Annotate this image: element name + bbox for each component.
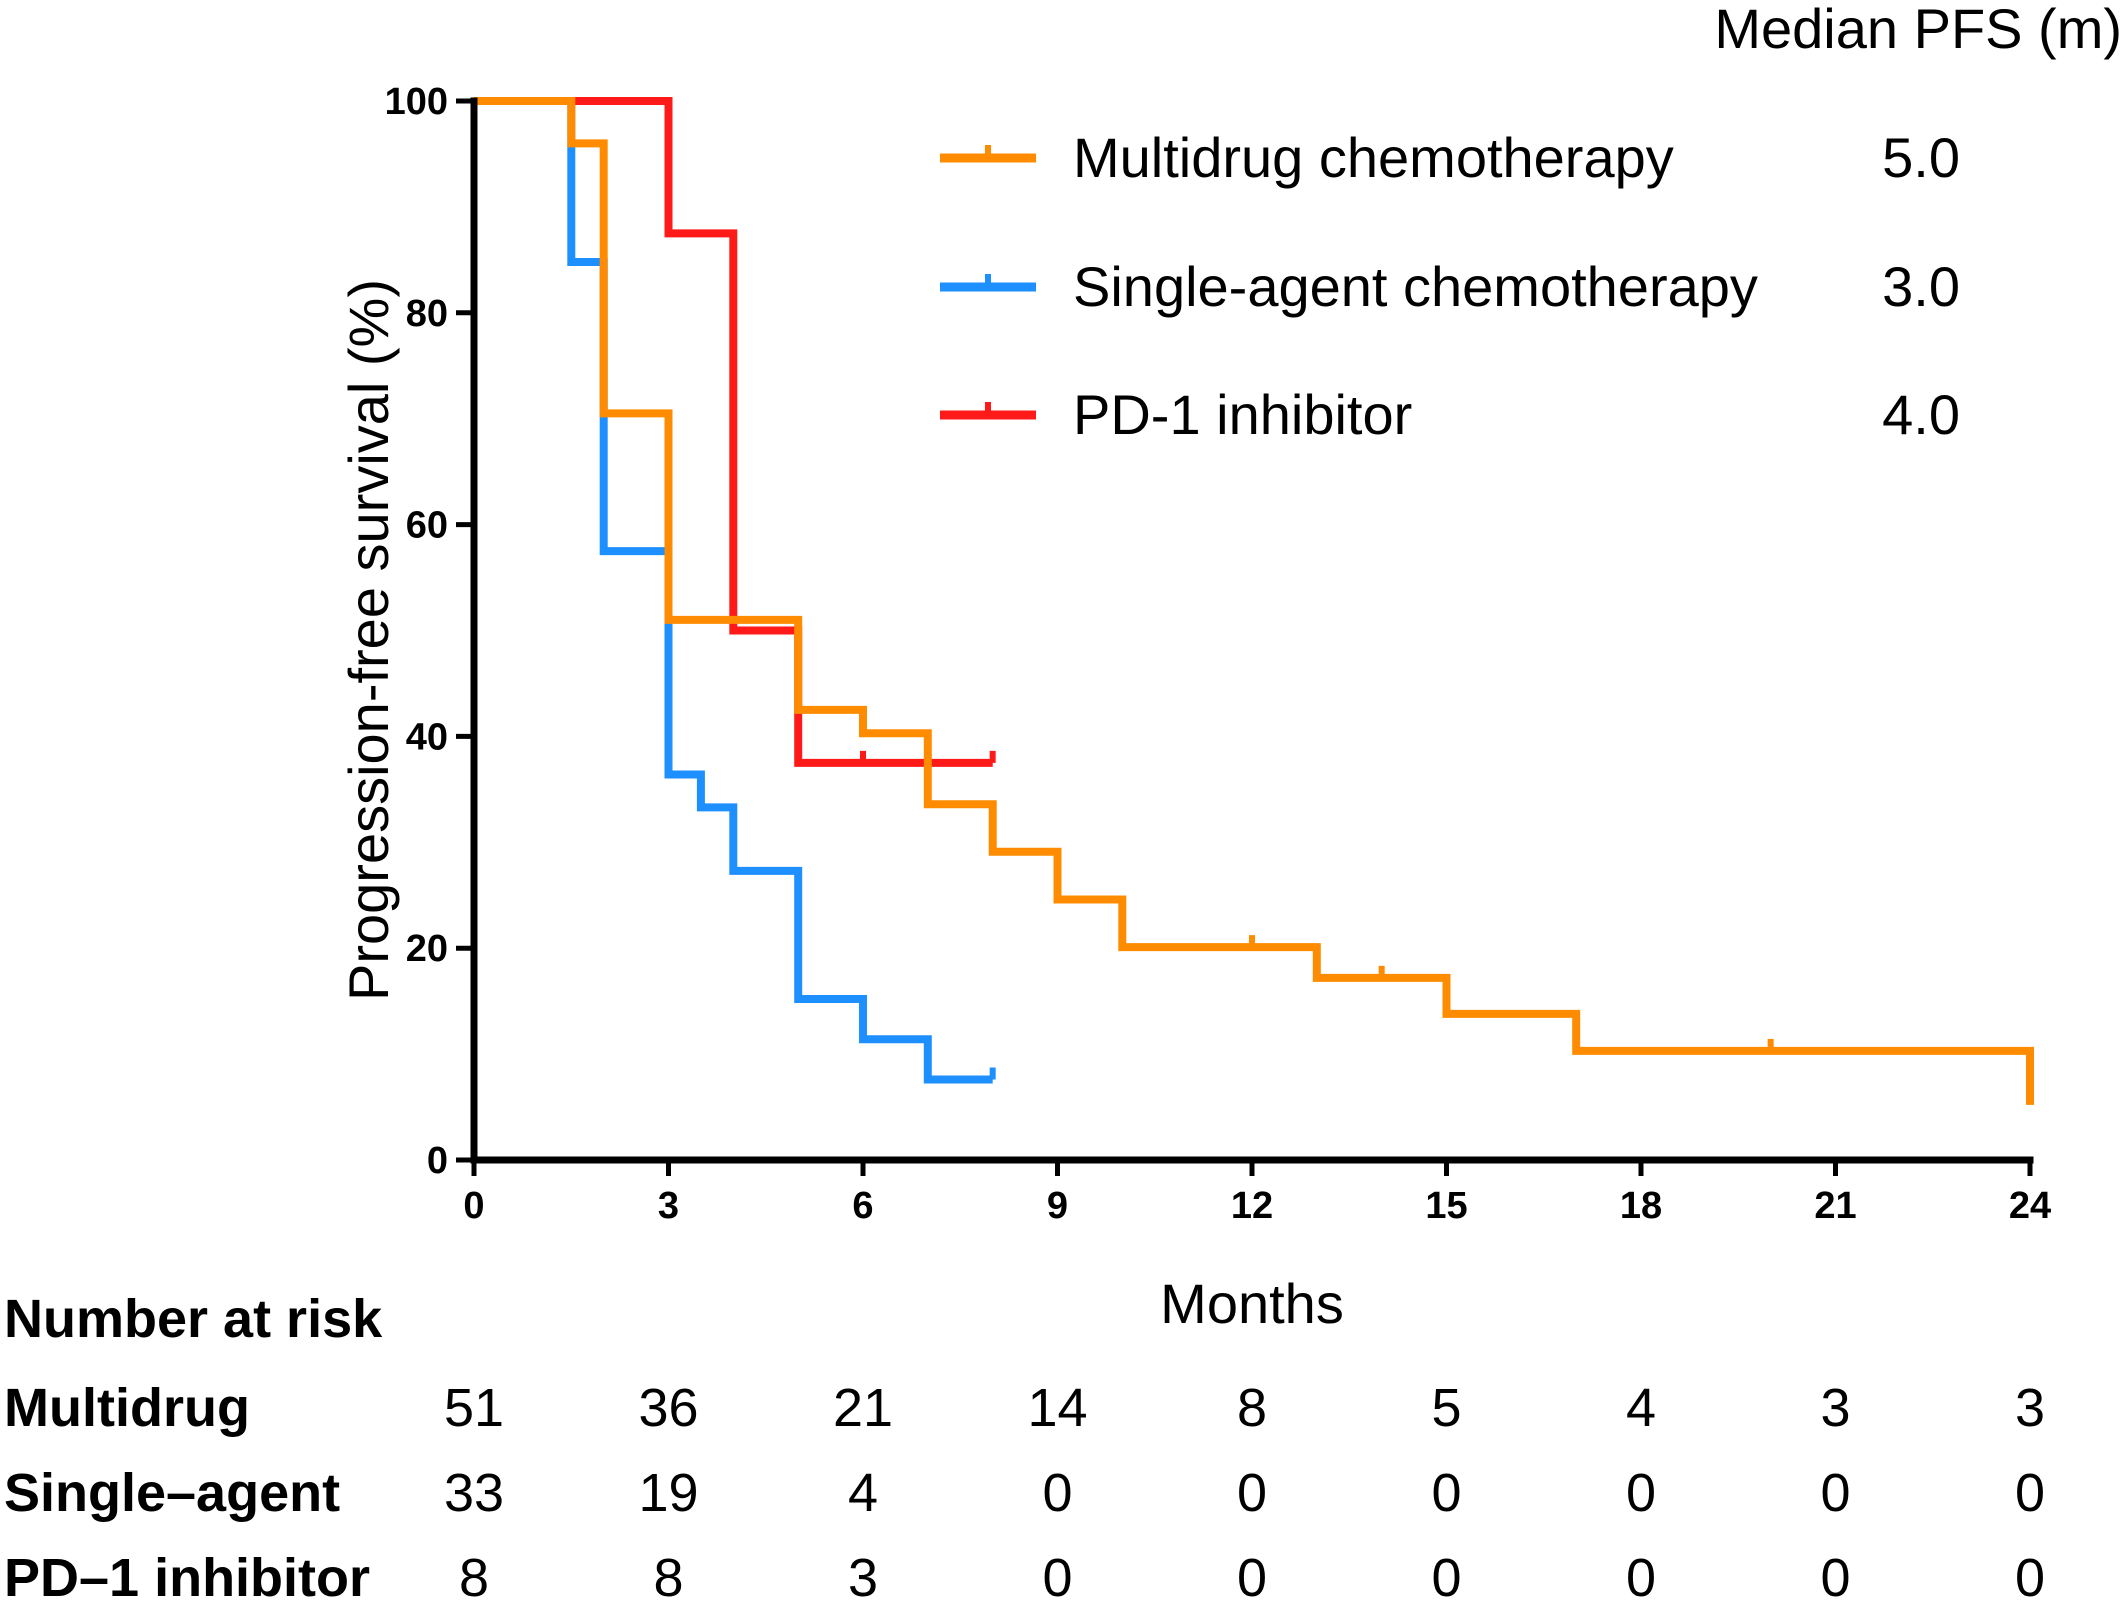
risk-value-single-agent-8: 0 bbox=[2015, 1463, 2045, 1523]
risk-value-single-agent-1: 19 bbox=[638, 1463, 698, 1523]
risk-value-single-agent-4: 0 bbox=[1237, 1463, 1267, 1523]
x-tick-label-21: 21 bbox=[1814, 1185, 1856, 1227]
x-tick-label-24: 24 bbox=[2009, 1185, 2051, 1227]
risk-value-single-agent-0: 33 bbox=[444, 1463, 504, 1523]
legend-median-multidrug-chemotherapy: 5.0 bbox=[1882, 126, 1960, 189]
legend-median-single-agent-chemotherapy: 3.0 bbox=[1882, 255, 1960, 318]
legend-header: Median PFS (m) bbox=[1714, 0, 2122, 60]
risk-value-single-agent-3: 0 bbox=[1042, 1463, 1072, 1523]
risk-value-pd-1-inhibitor-5: 0 bbox=[1431, 1548, 1461, 1603]
survival-curves bbox=[474, 97, 2034, 1105]
y-tick-label-100: 100 bbox=[385, 81, 448, 123]
x-tick-label-3: 3 bbox=[658, 1185, 679, 1227]
legend-median-pd-1-inhibitor: 4.0 bbox=[1882, 383, 1960, 446]
risk-row-label-pd-1-inhibitor: PD–1 inhibitor bbox=[4, 1548, 370, 1603]
x-tick-label-0: 0 bbox=[463, 1185, 484, 1227]
risk-value-pd-1-inhibitor-8: 0 bbox=[2015, 1548, 2045, 1603]
legend-label-pd-1-inhibitor: PD-1 inhibitor bbox=[1073, 383, 1412, 446]
risk-value-multidrug-6: 4 bbox=[1626, 1378, 1656, 1438]
risk-value-single-agent-5: 0 bbox=[1431, 1463, 1461, 1523]
y-ticks: 0 20 40 60 80 100 bbox=[385, 81, 474, 1182]
y-tick-label-60: 60 bbox=[406, 505, 448, 547]
risk-table-title: Number at risk bbox=[4, 1289, 383, 1349]
curve-pd-1-inhibitor bbox=[474, 97, 993, 767]
x-tick-label-12: 12 bbox=[1231, 1185, 1273, 1227]
x-axis-title: Months bbox=[1160, 1272, 1344, 1335]
risk-table: Number at risk Multidrug 51 36 21 14 8 5 4 3 3Sin… bbox=[4, 1289, 2045, 1603]
curve-multidrug-chemotherapy bbox=[474, 97, 2034, 1105]
y-tick-label-40: 40 bbox=[406, 716, 448, 758]
risk-value-multidrug-2: 21 bbox=[833, 1378, 893, 1438]
y-tick-label-20: 20 bbox=[406, 928, 448, 970]
risk-value-pd-1-inhibitor-6: 0 bbox=[1626, 1548, 1656, 1603]
risk-value-multidrug-7: 3 bbox=[1820, 1378, 1850, 1438]
risk-row-label-multidrug: Multidrug bbox=[4, 1378, 250, 1438]
y-tick-label-0: 0 bbox=[427, 1140, 448, 1182]
risk-value-multidrug-0: 51 bbox=[444, 1378, 504, 1438]
legend-label-single-agent-chemotherapy: Single-agent chemotherapy bbox=[1073, 255, 1758, 318]
risk-value-multidrug-3: 14 bbox=[1027, 1378, 1087, 1438]
risk-value-multidrug-4: 8 bbox=[1237, 1378, 1267, 1438]
risk-value-pd-1-inhibitor-2: 3 bbox=[848, 1548, 878, 1603]
risk-value-single-agent-7: 0 bbox=[1820, 1463, 1850, 1523]
risk-value-single-agent-6: 0 bbox=[1626, 1463, 1656, 1523]
risk-value-multidrug-5: 5 bbox=[1431, 1378, 1461, 1438]
legend: Median PFS (m) Multidrug chemotherapy 5.0… bbox=[940, 0, 2122, 446]
risk-value-multidrug-1: 36 bbox=[638, 1378, 698, 1438]
risk-value-multidrug-8: 3 bbox=[2015, 1378, 2045, 1438]
x-tick-label-6: 6 bbox=[852, 1185, 873, 1227]
x-ticks: 0 3 6 9 12 15 18 21 24 bbox=[463, 1160, 2051, 1227]
legend-label-multidrug-chemotherapy: Multidrug chemotherapy bbox=[1073, 126, 1674, 189]
risk-value-pd-1-inhibitor-1: 8 bbox=[653, 1548, 683, 1603]
x-tick-label-15: 15 bbox=[1425, 1185, 1467, 1227]
risk-value-pd-1-inhibitor-4: 0 bbox=[1237, 1548, 1267, 1603]
x-tick-label-18: 18 bbox=[1620, 1185, 1662, 1227]
risk-value-pd-1-inhibitor-7: 0 bbox=[1820, 1548, 1850, 1603]
risk-row-label-single-agent: Single–agent bbox=[4, 1463, 340, 1523]
risk-value-pd-1-inhibitor-3: 0 bbox=[1042, 1548, 1072, 1603]
risk-value-single-agent-2: 4 bbox=[848, 1463, 878, 1523]
x-tick-label-9: 9 bbox=[1047, 1185, 1068, 1227]
y-axis-title: Progression-free survival (%) bbox=[337, 279, 400, 1001]
risk-value-pd-1-inhibitor-0: 8 bbox=[459, 1548, 489, 1603]
curve-single-agent-chemotherapy bbox=[474, 97, 993, 1084]
y-tick-label-80: 80 bbox=[406, 293, 448, 335]
